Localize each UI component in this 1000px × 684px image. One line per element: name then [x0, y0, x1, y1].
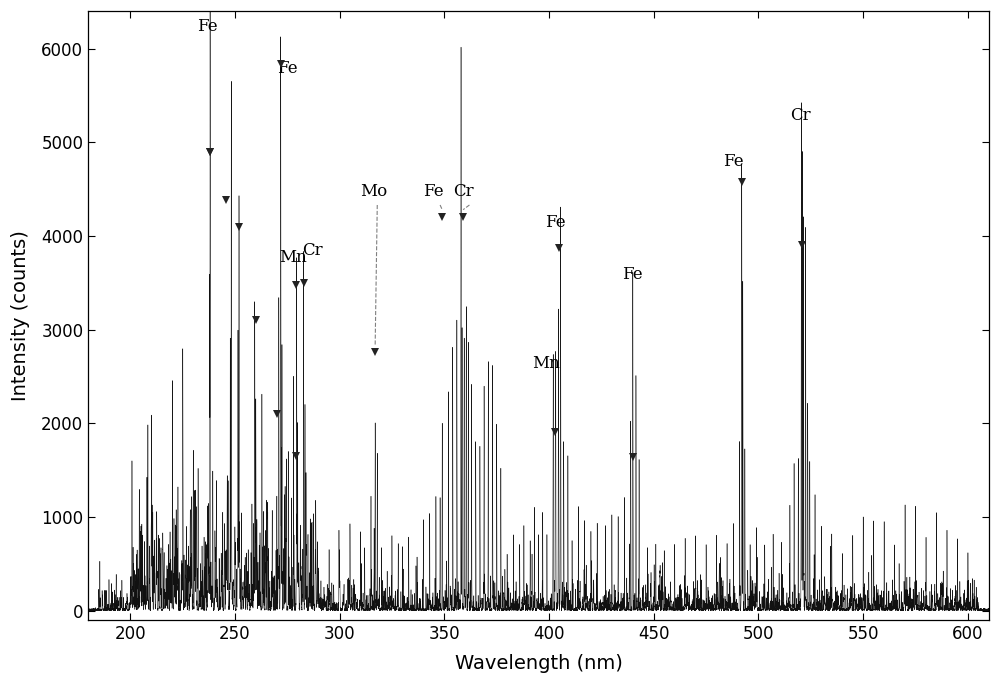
Text: Cr: Cr	[453, 183, 473, 200]
Text: Fe: Fe	[545, 214, 565, 231]
Text: Mn: Mn	[279, 249, 307, 266]
X-axis label: Wavelength (nm): Wavelength (nm)	[455, 654, 622, 673]
Text: Cr: Cr	[302, 242, 322, 259]
Text: Mo: Mo	[361, 183, 388, 200]
Text: Cr: Cr	[790, 107, 811, 124]
Y-axis label: Intensity (counts): Intensity (counts)	[11, 230, 30, 401]
Text: Fe: Fe	[277, 60, 297, 77]
Text: Fe: Fe	[723, 153, 743, 170]
Text: Fe: Fe	[197, 18, 218, 34]
Text: Fe: Fe	[622, 265, 643, 282]
Text: Fe: Fe	[423, 183, 444, 200]
Text: Mn: Mn	[532, 355, 560, 371]
